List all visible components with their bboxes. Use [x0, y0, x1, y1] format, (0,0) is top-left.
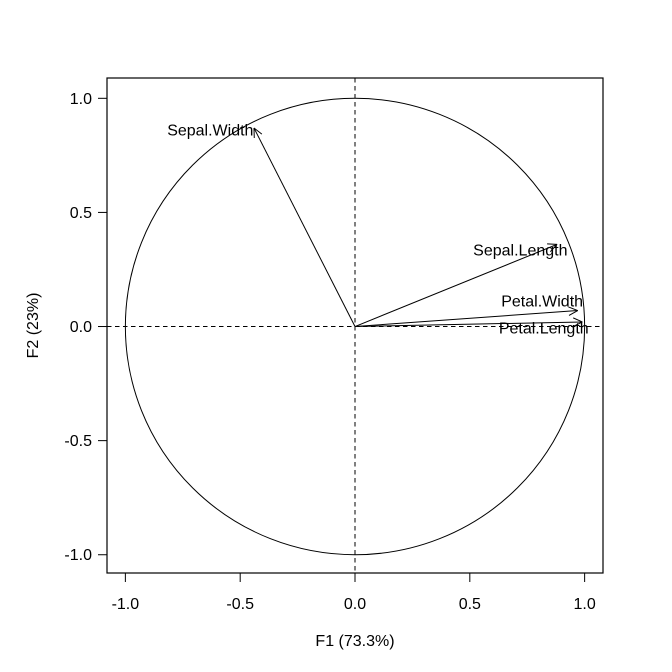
x-axis-tick-label: 0.0 — [344, 596, 366, 613]
arrowhead — [549, 244, 558, 253]
arrowhead — [568, 310, 578, 316]
y-axis-tick-label: -1.0 — [64, 547, 92, 564]
y-axis-tick-label: 1.0 — [70, 91, 92, 108]
arrowhead — [568, 306, 578, 312]
unit-circle — [124, 97, 586, 556]
x-axis-tick-label: 0.5 — [459, 596, 481, 613]
arrowhead — [572, 317, 583, 323]
variable-label: Sepal.Width — [167, 123, 253, 140]
variable-arrow-2 — [354, 310, 578, 328]
y-axis-tick-label: 0.0 — [70, 319, 92, 336]
arrowhead — [573, 321, 583, 327]
variable-label: Petal.Length — [499, 321, 589, 338]
y-axis-title: F2 (23%) — [25, 293, 42, 359]
arrowhead — [253, 127, 263, 135]
variable-arrow-1 — [354, 243, 558, 327]
arrowhead — [547, 243, 558, 245]
variable-label: Petal.Width — [501, 293, 583, 310]
y-axis-tick-label: 0.5 — [70, 205, 92, 222]
x-axis-tick-label: 1.0 — [574, 596, 596, 613]
x-axis-title: F1 (73.3%) — [315, 633, 394, 650]
variable-arrow-3 — [354, 321, 583, 328]
x-axis-tick-label: -1.0 — [112, 596, 140, 613]
variable-arrow-0 — [253, 127, 356, 327]
variable-label: Sepal.Length — [473, 242, 567, 259]
y-axis-tick-label: -0.5 — [64, 433, 92, 450]
x-axis-tick-label: -0.5 — [226, 596, 254, 613]
